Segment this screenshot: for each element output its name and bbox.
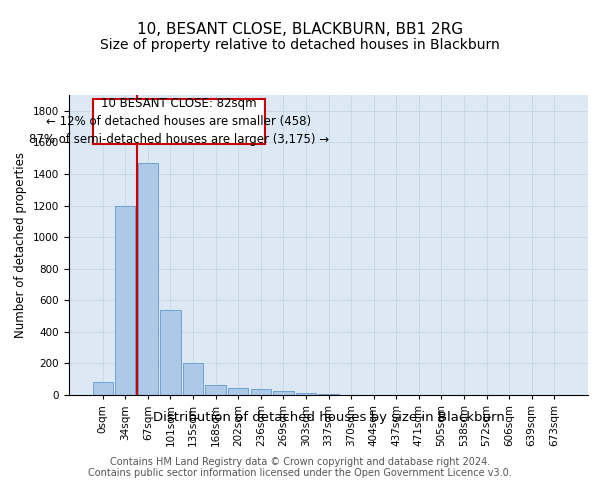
Bar	[251, 390, 271, 395]
Text: Contains HM Land Registry data © Crown copyright and database right 2024.
Contai: Contains HM Land Registry data © Crown c…	[88, 456, 512, 478]
Text: 10, BESANT CLOSE, BLACKBURN, BB1 2RG: 10, BESANT CLOSE, BLACKBURN, BB1 2RG	[137, 22, 463, 38]
Bar	[319, 394, 338, 395]
Y-axis label: Number of detached properties: Number of detached properties	[14, 152, 28, 338]
Text: Size of property relative to detached houses in Blackburn: Size of property relative to detached ho…	[100, 38, 500, 52]
Bar	[183, 362, 203, 395]
Bar	[160, 310, 181, 395]
Text: Distribution of detached houses by size in Blackburn: Distribution of detached houses by size …	[153, 411, 505, 424]
Text: 10 BESANT CLOSE: 82sqm
← 12% of detached houses are smaller (458)
87% of semi-de: 10 BESANT CLOSE: 82sqm ← 12% of detached…	[29, 97, 329, 146]
Bar	[228, 388, 248, 395]
Bar	[273, 390, 293, 395]
FancyBboxPatch shape	[92, 99, 265, 144]
Bar	[205, 384, 226, 395]
Bar	[115, 206, 136, 395]
Bar	[138, 163, 158, 395]
Bar	[296, 392, 316, 395]
Bar	[92, 382, 113, 395]
